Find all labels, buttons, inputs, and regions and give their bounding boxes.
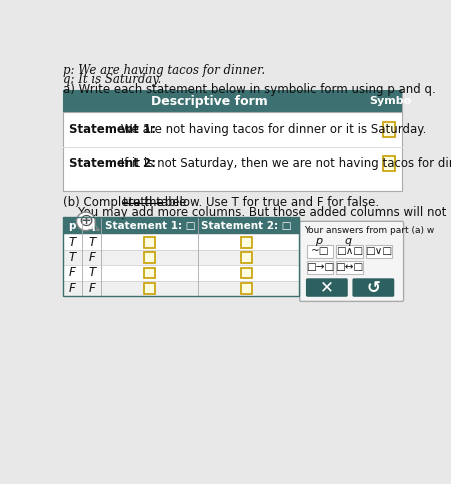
FancyBboxPatch shape: [63, 250, 299, 265]
FancyBboxPatch shape: [144, 237, 155, 247]
FancyBboxPatch shape: [144, 252, 155, 263]
Text: □∧□: □∧□: [336, 246, 363, 257]
Text: ↺: ↺: [366, 278, 380, 297]
Text: Statement 2: □: Statement 2: □: [202, 221, 292, 231]
FancyBboxPatch shape: [366, 245, 392, 258]
FancyBboxPatch shape: [63, 234, 299, 250]
Text: Statement 1:: Statement 1:: [69, 123, 156, 136]
Text: F: F: [88, 251, 95, 264]
Text: Symbo: Symbo: [369, 96, 411, 106]
Text: a) Write each statement below in symbolic form using p and q.: a) Write each statement below in symboli…: [63, 83, 435, 96]
Text: Your answers from part (a) w: Your answers from part (a) w: [304, 226, 435, 235]
FancyBboxPatch shape: [382, 156, 395, 171]
Text: Descriptive form: Descriptive form: [151, 95, 267, 108]
FancyBboxPatch shape: [241, 283, 252, 294]
Text: p: We are having tacos for dinner.: p: We are having tacos for dinner.: [63, 64, 265, 77]
Text: If it is not Saturday, then we are not having tacos for dinner.: If it is not Saturday, then we are not h…: [117, 157, 451, 170]
Text: below. Use T for true and F for false.: below. Use T for true and F for false.: [161, 196, 379, 209]
FancyBboxPatch shape: [63, 91, 402, 112]
Text: Statement 1: □: Statement 1: □: [105, 221, 195, 231]
Text: q: It is Saturday.: q: It is Saturday.: [63, 74, 161, 87]
FancyBboxPatch shape: [241, 252, 252, 263]
Text: q: q: [88, 221, 96, 231]
Text: Statement 2:: Statement 2:: [69, 157, 156, 170]
Text: truth table: truth table: [123, 196, 186, 209]
FancyBboxPatch shape: [144, 268, 155, 278]
FancyBboxPatch shape: [241, 237, 252, 247]
Text: □↔□: □↔□: [335, 262, 364, 272]
Circle shape: [77, 212, 95, 230]
Text: ~□: ~□: [311, 246, 329, 257]
Text: p: p: [315, 236, 322, 246]
FancyBboxPatch shape: [307, 245, 333, 258]
FancyBboxPatch shape: [336, 260, 363, 273]
FancyBboxPatch shape: [63, 265, 299, 281]
FancyBboxPatch shape: [63, 281, 299, 296]
Text: p: p: [69, 221, 76, 231]
Text: q: q: [344, 236, 351, 246]
FancyBboxPatch shape: [352, 278, 394, 297]
Text: □∨□: □∨□: [365, 246, 392, 257]
FancyBboxPatch shape: [306, 278, 348, 297]
Text: (b) Complete the: (b) Complete the: [63, 196, 167, 209]
Text: F: F: [69, 266, 76, 279]
Text: You may add more columns. But those added columns will not be graded.: You may add more columns. But those adde…: [63, 206, 451, 219]
FancyBboxPatch shape: [307, 260, 333, 273]
FancyBboxPatch shape: [63, 217, 299, 234]
Text: ✕: ✕: [320, 278, 334, 297]
FancyBboxPatch shape: [336, 245, 363, 258]
Text: F: F: [69, 282, 76, 295]
Text: F: F: [88, 282, 95, 295]
Text: T: T: [88, 236, 95, 249]
Text: T: T: [88, 266, 95, 279]
Text: We are not having tacos for dinner or it is Saturday.: We are not having tacos for dinner or it…: [117, 123, 426, 136]
Text: □→□: □→□: [306, 262, 334, 272]
FancyBboxPatch shape: [144, 283, 155, 294]
FancyBboxPatch shape: [300, 221, 404, 302]
FancyBboxPatch shape: [241, 268, 252, 278]
Text: T: T: [69, 236, 76, 249]
FancyBboxPatch shape: [382, 122, 395, 137]
Text: T: T: [69, 251, 76, 264]
Text: ⊕: ⊕: [78, 212, 93, 230]
FancyBboxPatch shape: [63, 91, 402, 191]
